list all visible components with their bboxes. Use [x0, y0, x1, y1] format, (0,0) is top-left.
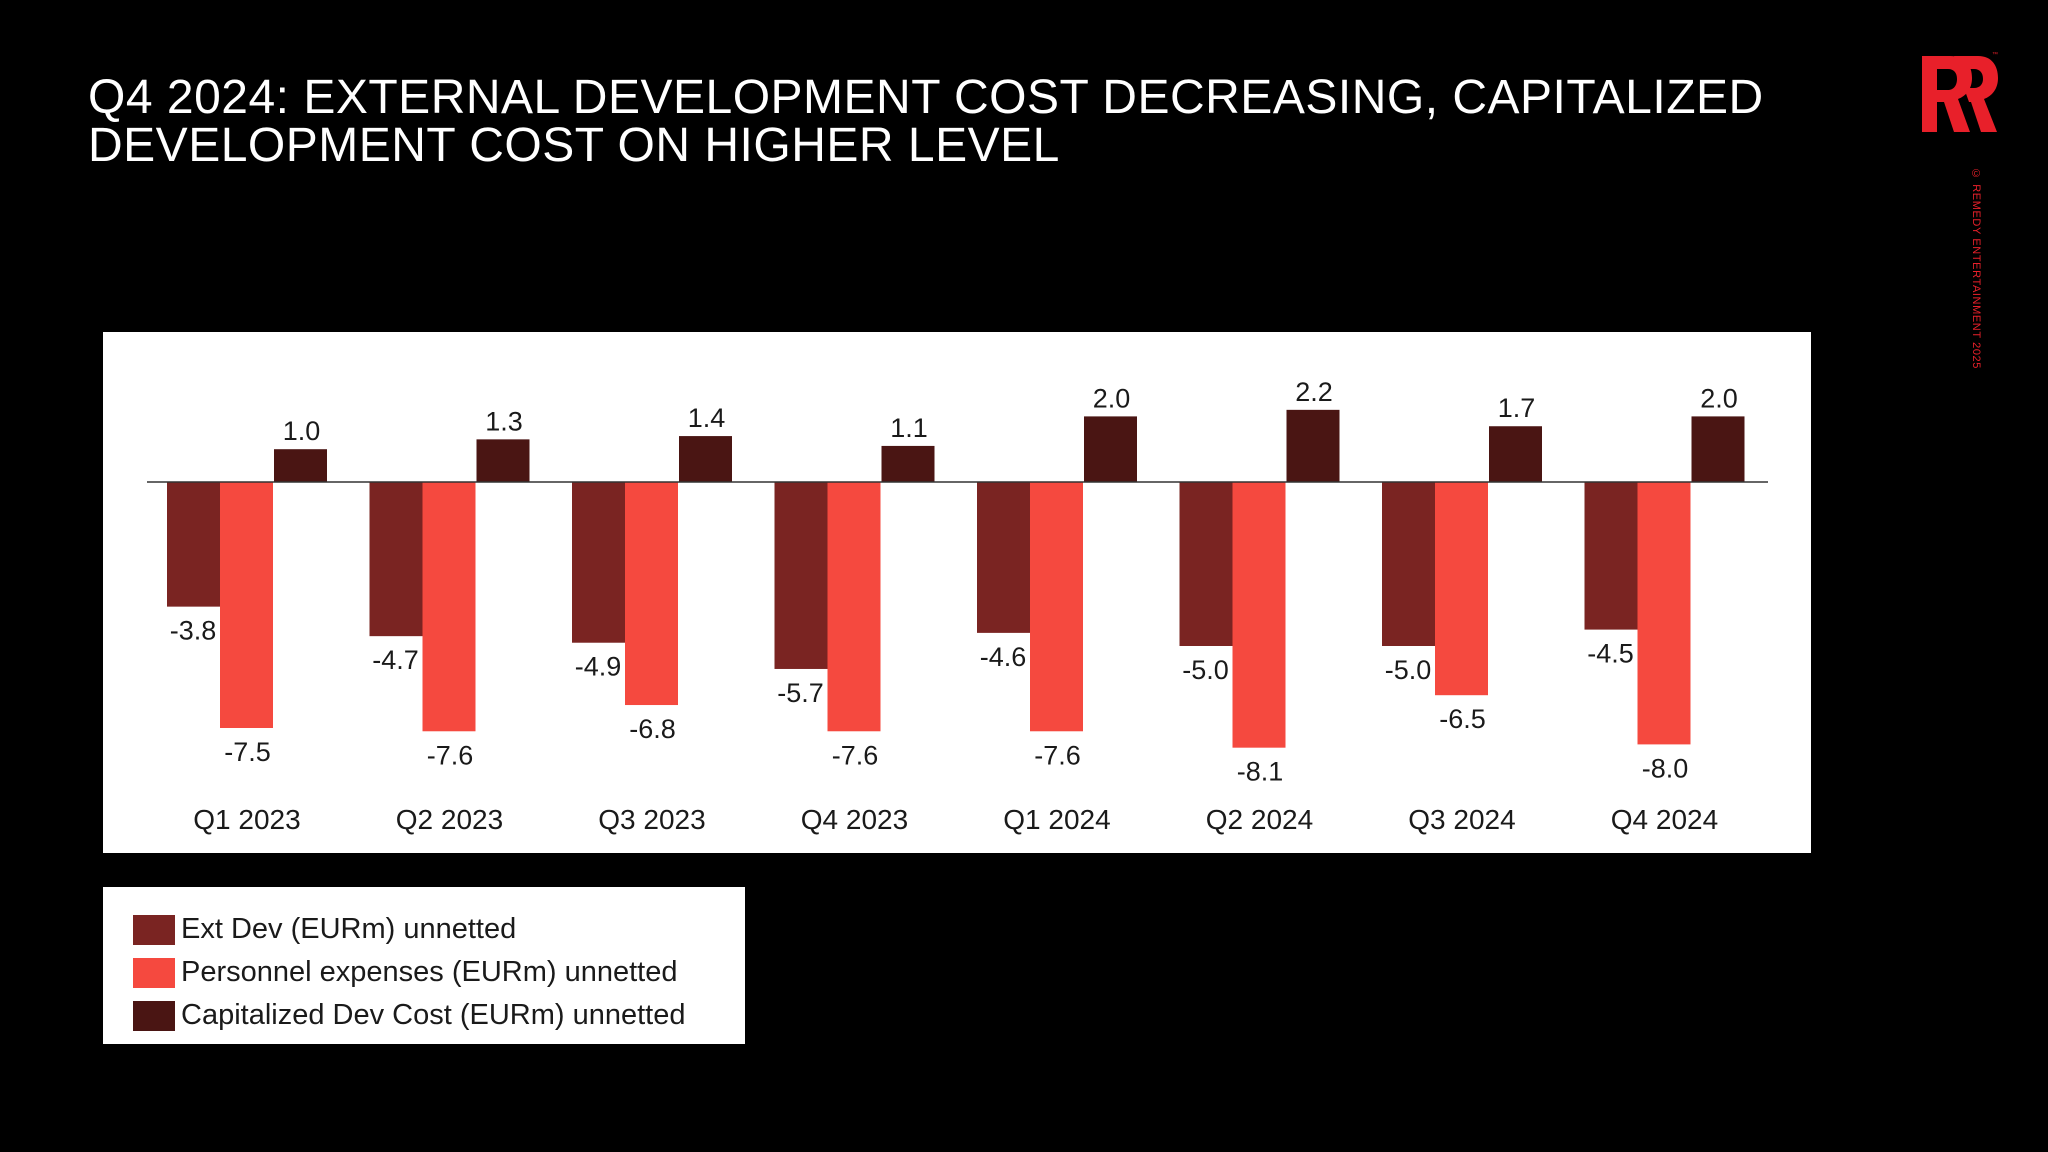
data-label-ext-dev-6: -5.0: [1182, 655, 1229, 685]
bar-capitalized-7: [1489, 426, 1542, 482]
category-label-5: Q1 2024: [1003, 804, 1110, 835]
bar-personnel-1: [220, 482, 273, 728]
data-label-capitalized-1: 1.0: [283, 416, 321, 446]
category-label-6: Q2 2024: [1206, 804, 1313, 835]
data-label-personnel-1: -7.5: [224, 737, 271, 767]
slide-title-line-2: DEVELOPMENT COST ON HIGHER LEVEL: [88, 119, 1060, 172]
category-label-4: Q4 2023: [801, 804, 908, 835]
data-label-personnel-4: -7.6: [832, 740, 879, 770]
data-label-capitalized-3: 1.4: [688, 403, 726, 433]
data-label-ext-dev-2: -4.7: [372, 645, 419, 675]
category-label-8: Q4 2024: [1611, 804, 1718, 835]
slide-title: Q4 2024: EXTERNAL DEVELOPMENT COST DECRE…: [88, 74, 1908, 170]
legend-label-ext-dev: Ext Dev (EURm) unnetted: [181, 913, 517, 945]
data-label-capitalized-7: 1.7: [1498, 393, 1536, 423]
data-label-ext-dev-4: -5.7: [777, 678, 824, 708]
bar-chart: -3.8 -7.5 1.0 Q1 2023 -4.7 -7.6 1.3 Q2 2023 -4.9…: [147, 377, 1768, 835]
category-label-7: Q3 2024: [1408, 804, 1515, 835]
data-label-ext-dev-3: -4.9: [575, 652, 622, 682]
data-label-personnel-8: -8.0: [1642, 753, 1689, 783]
legend-item-capitalized: Capitalized Dev Cost (EURm) unnetted: [103, 994, 745, 1037]
bar-ext-dev-6: [1179, 482, 1233, 646]
remedy-logo-letter-1: [1922, 56, 1972, 132]
data-label-ext-dev-8: -4.5: [1587, 639, 1634, 669]
bar-capitalized-4: [881, 445, 935, 482]
bar-capitalized-5: [1084, 416, 1137, 482]
bar-ext-dev-1: [167, 482, 220, 607]
bar-capitalized-3: [679, 436, 732, 482]
chart-legend: Ext Dev (EURm) unnetted Personnel expens…: [103, 887, 745, 1044]
data-label-ext-dev-7: -5.0: [1385, 655, 1432, 685]
bar-personnel-3: [625, 482, 678, 706]
category-label-1: Q1 2023: [193, 804, 300, 835]
bar-ext-dev-5: [977, 482, 1030, 633]
data-label-capitalized-2: 1.3: [485, 406, 523, 436]
bar-capitalized-6: [1286, 409, 1340, 482]
bars-layer: [167, 409, 1745, 748]
data-label-capitalized-5: 2.0: [1093, 383, 1131, 413]
bar-personnel-8: [1637, 482, 1691, 745]
data-label-capitalized-4: 1.1: [890, 413, 928, 443]
bar-personnel-5: [1030, 482, 1083, 732]
bar-ext-dev-4: [774, 482, 828, 669]
remedy-logo: ™: [1922, 52, 1998, 132]
bar-personnel-7: [1435, 482, 1488, 696]
data-label-personnel-6: -8.1: [1237, 757, 1284, 787]
data-label-ext-dev-1: -3.8: [170, 616, 217, 646]
labels-layer: -3.8 -7.5 1.0 Q1 2023 -4.7 -7.6 1.3 Q2 2023 -4.9…: [170, 377, 1738, 835]
data-label-ext-dev-5: -4.6: [980, 642, 1027, 672]
bar-capitalized-1: [274, 449, 327, 482]
legend-label-personnel: Personnel expenses (EURm) unnetted: [181, 956, 678, 988]
data-label-capitalized-6: 2.2: [1295, 377, 1333, 407]
bar-ext-dev-7: [1382, 482, 1435, 646]
bar-ext-dev-2: [369, 482, 423, 637]
legend-item-personnel: Personnel expenses (EURm) unnetted: [103, 951, 745, 994]
data-label-personnel-5: -7.6: [1034, 740, 1081, 770]
slide-title-line-1: Q4 2024: EXTERNAL DEVELOPMENT COST DECRE…: [88, 71, 1764, 124]
data-label-capitalized-8: 2.0: [1700, 383, 1738, 413]
legend-swatch-capitalized: [133, 1000, 175, 1031]
bar-personnel-4: [827, 482, 881, 732]
bar-capitalized-8: [1691, 416, 1745, 482]
legend-label-capitalized: Capitalized Dev Cost (EURm) unnetted: [181, 999, 686, 1031]
data-label-personnel-3: -6.8: [629, 714, 676, 744]
category-label-3: Q3 2023: [598, 804, 705, 835]
category-label-2: Q2 2023: [396, 804, 503, 835]
data-label-personnel-2: -7.6: [427, 740, 474, 770]
legend-swatch-personnel: [133, 957, 175, 988]
legend-item-ext-dev: Ext Dev (EURm) unnetted: [103, 908, 745, 951]
bar-personnel-2: [422, 482, 476, 732]
legend-swatch-ext-dev: [133, 914, 175, 945]
copyright-notice: © REMEDY ENTERTAINMENT 2025: [1970, 168, 1982, 369]
bar-ext-dev-8: [1584, 482, 1638, 630]
chart-panel: -3.8 -7.5 1.0 Q1 2023 -4.7 -7.6 1.3 Q2 2023 -4.9…: [103, 332, 1811, 853]
trademark-symbol: ™: [1992, 52, 1998, 58]
bar-capitalized-2: [476, 439, 530, 482]
bar-personnel-6: [1232, 482, 1286, 748]
data-label-personnel-7: -6.5: [1439, 704, 1486, 734]
remedy-logo-letter-2: [1954, 56, 1998, 132]
bar-ext-dev-3: [572, 482, 625, 643]
